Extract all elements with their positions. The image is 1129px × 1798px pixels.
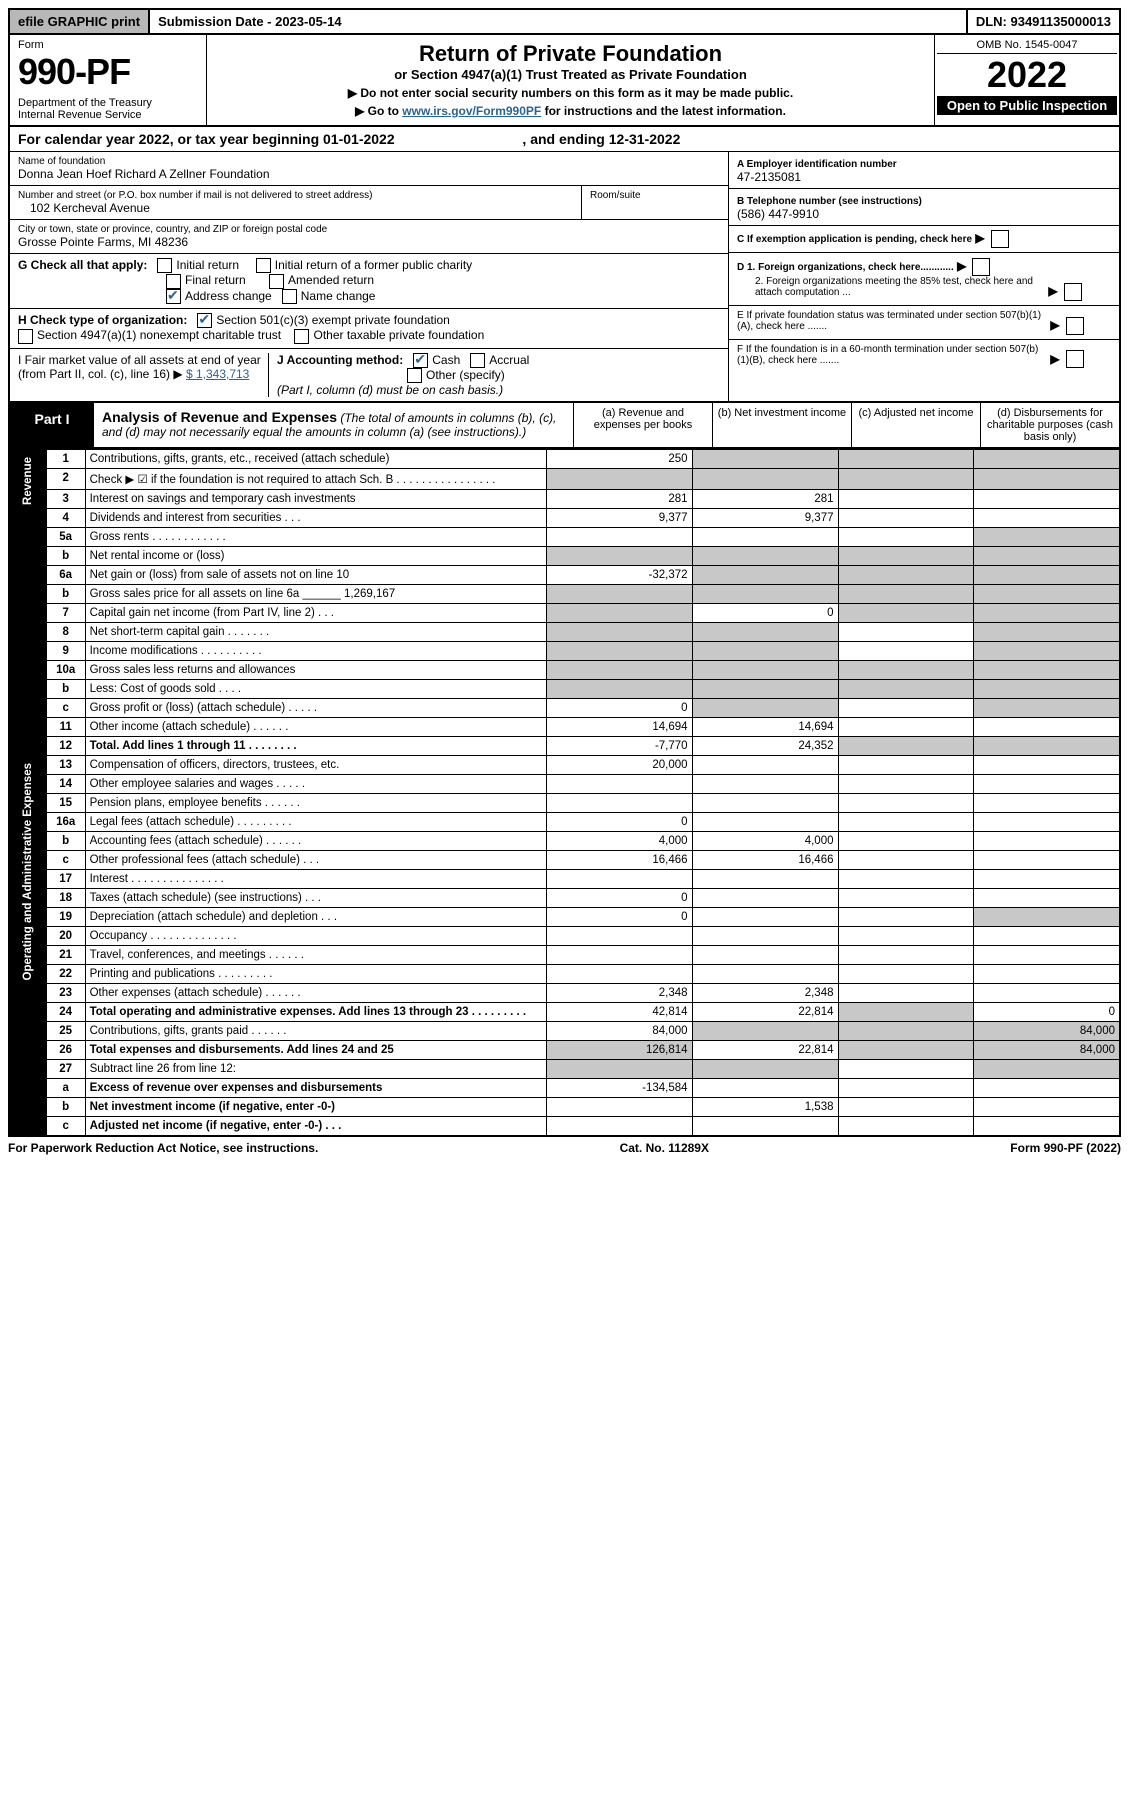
e-row: E If private foundation status was termi… bbox=[729, 306, 1119, 340]
topbar: efile GRAPHIC print Submission Date - 20… bbox=[8, 8, 1121, 35]
d-row: D 1. Foreign organizations, check here..… bbox=[729, 254, 1119, 306]
form-number: 990-PF bbox=[18, 51, 198, 93]
g-initial-former[interactable] bbox=[256, 258, 271, 273]
city-cell: City or town, state or province, country… bbox=[10, 220, 728, 254]
omb: OMB No. 1545-0047 bbox=[937, 37, 1117, 54]
col-d: (d) Disbursements for charitable purpose… bbox=[980, 403, 1119, 447]
note2: ▶ Go to www.irs.gov/Form990PF for instru… bbox=[215, 104, 926, 118]
part1-header: Part I Analysis of Revenue and Expenses … bbox=[8, 403, 1121, 449]
room-cell: Room/suite bbox=[581, 186, 728, 220]
d1-checkbox[interactable] bbox=[972, 258, 990, 276]
dept: Department of the Treasury Internal Reve… bbox=[18, 97, 198, 121]
calendar-year: For calendar year 2022, or tax year begi… bbox=[8, 127, 1121, 152]
part1-tab: Part I bbox=[10, 403, 94, 447]
ein-cell: A Employer identification number 47-2135… bbox=[729, 152, 1119, 189]
h-4947[interactable] bbox=[18, 329, 33, 344]
footer-left: For Paperwork Reduction Act Notice, see … bbox=[8, 1141, 318, 1155]
j-accrual[interactable] bbox=[470, 353, 485, 368]
g-amended[interactable] bbox=[269, 274, 284, 289]
footer-mid: Cat. No. 11289X bbox=[620, 1141, 709, 1155]
form-label: Form bbox=[18, 39, 198, 51]
addr-cell: Number and street (or P.O. box number if… bbox=[10, 186, 581, 220]
dln: DLN: 93491135000013 bbox=[966, 10, 1119, 33]
h-other[interactable] bbox=[294, 329, 309, 344]
header-center: Return of Private Foundation or Section … bbox=[207, 35, 934, 125]
col-a: (a) Revenue and expenses per books bbox=[573, 403, 712, 447]
c-cell: C If exemption application is pending, c… bbox=[729, 226, 1119, 253]
g-row: G Check all that apply: Initial return I… bbox=[10, 254, 728, 309]
info-grid: Name of foundation Donna Jean Hoef Richa… bbox=[8, 152, 1121, 254]
submission-date: Submission Date - 2023-05-14 bbox=[148, 10, 966, 33]
g-name-change[interactable] bbox=[282, 289, 297, 304]
d2-checkbox[interactable] bbox=[1064, 283, 1082, 301]
open-inspection: Open to Public Inspection bbox=[937, 96, 1117, 115]
footer-right: Form 990-PF (2022) bbox=[1010, 1141, 1121, 1155]
fmv-value[interactable]: $ 1,343,713 bbox=[186, 367, 249, 381]
phone-cell: B Telephone number (see instructions) (5… bbox=[729, 189, 1119, 226]
irs-link[interactable]: www.irs.gov/Form990PF bbox=[402, 104, 541, 118]
g-initial[interactable] bbox=[157, 258, 172, 273]
header-left: Form 990-PF Department of the Treasury I… bbox=[10, 35, 207, 125]
note1: ▶ Do not enter social security numbers o… bbox=[215, 86, 926, 100]
header-right: OMB No. 1545-0047 2022 Open to Public In… bbox=[934, 35, 1119, 125]
part1-table: Revenue1Contributions, gifts, grants, et… bbox=[8, 449, 1121, 1137]
h-row: H Check type of organization: Section 50… bbox=[10, 309, 728, 349]
h-501c3[interactable] bbox=[197, 313, 212, 328]
form-subtitle: or Section 4947(a)(1) Trust Treated as P… bbox=[215, 67, 926, 82]
tax-year: 2022 bbox=[937, 54, 1117, 96]
name-cell: Name of foundation Donna Jean Hoef Richa… bbox=[10, 152, 728, 186]
form-title: Return of Private Foundation bbox=[215, 41, 926, 67]
j-cash[interactable] bbox=[413, 353, 428, 368]
footer: For Paperwork Reduction Act Notice, see … bbox=[8, 1137, 1121, 1159]
form-header: Form 990-PF Department of the Treasury I… bbox=[8, 35, 1121, 127]
g-address-change[interactable] bbox=[166, 289, 181, 304]
efile-label: efile GRAPHIC print bbox=[10, 10, 148, 33]
c-checkbox[interactable] bbox=[991, 230, 1009, 248]
f-row: F If the foundation is in a 60-month ter… bbox=[729, 340, 1119, 373]
ij-row: I Fair market value of all assets at end… bbox=[10, 349, 728, 402]
section-ghi: G Check all that apply: Initial return I… bbox=[8, 254, 1121, 403]
f-checkbox[interactable] bbox=[1066, 350, 1084, 368]
j-other[interactable] bbox=[407, 368, 422, 383]
col-b: (b) Net investment income bbox=[712, 403, 851, 447]
e-checkbox[interactable] bbox=[1066, 317, 1084, 335]
col-c: (c) Adjusted net income bbox=[851, 403, 980, 447]
